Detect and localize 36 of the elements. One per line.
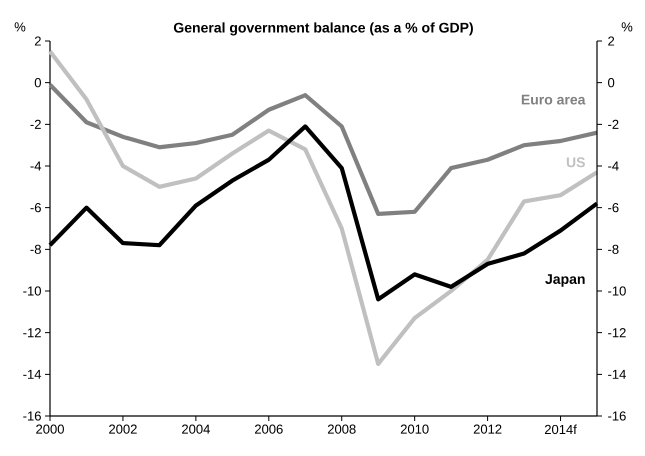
y-tick-label: -14 bbox=[23, 370, 42, 379]
series-label: US bbox=[566, 157, 585, 168]
y-tick-label: -2 bbox=[30, 120, 41, 129]
y2-tick-label: -14 bbox=[608, 370, 626, 379]
line-series bbox=[48, 49, 600, 366]
text: Japan bbox=[545, 274, 585, 287]
y2-tick-label: -16 bbox=[608, 411, 626, 421]
y2-tick-label: 0 bbox=[608, 78, 614, 88]
y2-tick-label: 2 bbox=[608, 36, 614, 46]
y2-tick-label: -12 bbox=[608, 328, 626, 338]
y2-tick-label: -10 bbox=[608, 286, 626, 296]
chart-title: General government balance (as a % of GDP) bbox=[174, 22, 473, 36]
line-series bbox=[48, 82, 600, 216]
y-tick-label: -4 bbox=[30, 162, 42, 170]
y2-tick-label: -2 bbox=[608, 120, 618, 129]
y2-axis-title: % bbox=[622, 22, 632, 32]
y2-tick-label: -6 bbox=[608, 203, 619, 212]
x-tick-label: 2004 bbox=[182, 424, 210, 434]
y-tick-label: -8 bbox=[30, 244, 41, 254]
x-tick-label: 2000 bbox=[36, 424, 64, 434]
x-tick-label: 2008 bbox=[328, 424, 356, 434]
text: Euro area bbox=[522, 94, 586, 105]
x-tick-label: 2006 bbox=[255, 424, 283, 434]
x-tick-label: 2012 bbox=[474, 424, 502, 434]
y-tick-label: -12 bbox=[23, 328, 41, 338]
x-tick-label: 2002 bbox=[109, 424, 137, 434]
y-axis-title: % bbox=[14, 22, 26, 32]
y-tick-label: 2 bbox=[34, 36, 41, 46]
y-tick-label: -6 bbox=[30, 203, 41, 212]
y2-tick-label: -4 bbox=[608, 162, 619, 170]
y-tick-label: 0 bbox=[34, 78, 41, 88]
y2-tick-label: -8 bbox=[608, 244, 619, 254]
y-tick-label: -16 bbox=[23, 411, 41, 421]
y-tick-label: -10 bbox=[23, 286, 41, 296]
x-tick-label: 2014f bbox=[544, 424, 577, 434]
x-tick-label: 2010 bbox=[400, 424, 429, 434]
